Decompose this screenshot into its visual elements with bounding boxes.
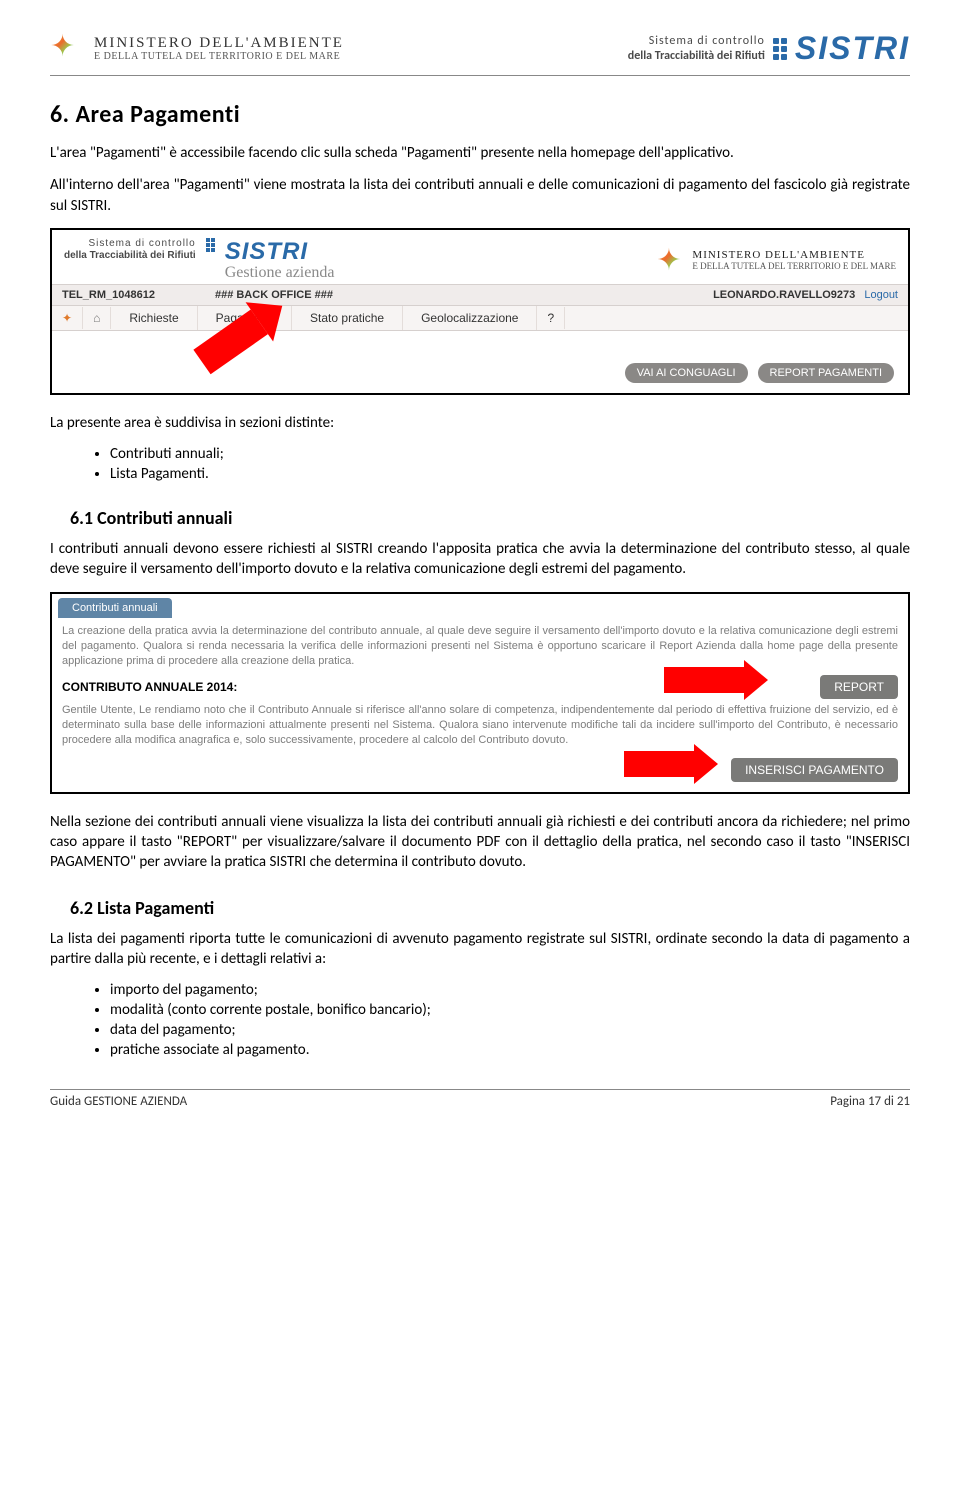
screenshot-contributi-panel: Contributi annuali La creazione della pr… [50, 592, 910, 794]
bullets-sections: Contributi annuali; Lista Pagamenti. [110, 445, 910, 483]
shot1-info-bar: TEL_RM_1048612 ### BACK OFFICE ### LEONA… [52, 284, 908, 306]
bullet-item: importo del pagamento; [110, 981, 910, 999]
bullet-item: Lista Pagamenti. [110, 465, 910, 483]
shot1-tag-l1: Sistema di controllo [64, 238, 196, 250]
footer-right: Pagina 17 di 21 [830, 1094, 910, 1109]
shot1-dots-icon [206, 238, 215, 252]
panel-para2: Gentile Utente, Le rendiamo noto che il … [62, 703, 898, 748]
sub2-p: La lista dei pagamenti riporta tutte le … [50, 929, 910, 970]
shot1-star-icon [656, 246, 684, 274]
shot1-brand-sub: Gestione azienda [225, 264, 335, 282]
sub2-title: 6.2 Lista Pagamenti [70, 897, 910, 919]
sistri-dots-icon [773, 38, 787, 60]
nav-stato-pratiche[interactable]: Stato pratiche [292, 306, 403, 330]
shot1-brand: Sistema di controllo della Tracciabilità… [64, 238, 334, 282]
section-p3-intro: La presente area è suddivisa in sezioni … [50, 413, 910, 433]
after-shot2-p: Nella sezione dei contributi annuali vie… [50, 812, 910, 873]
logout-link[interactable]: Logout [864, 289, 898, 301]
shot1-user: LEONARDO.RAVELLO9273 [713, 289, 855, 301]
shot1-ministry: MINISTERO DELL'AMBIENTE E DELLA TUTELA D… [656, 246, 896, 274]
panel-tab[interactable]: Contributi annuali [58, 598, 172, 619]
shot1-ministry-l1: MINISTERO DELL'AMBIENTE [692, 249, 896, 261]
shot1-tag-l2: della Tracciabilità dei Rifiuti [64, 250, 196, 262]
star-logo-icon [50, 32, 84, 66]
nav-home-icon[interactable]: ⌂ [83, 307, 111, 329]
ministry-block: MINISTERO DELL'AMBIENTE E DELLA TUTELA D… [50, 32, 344, 66]
year-label: CONTRIBUTO ANNUALE 2014: [62, 679, 237, 695]
doc-header: MINISTERO DELL'AMBIENTE E DELLA TUTELA D… [50, 30, 910, 76]
btn-report-pagamenti[interactable]: REPORT PAGAMENTI [758, 363, 894, 383]
red-arrow-inserisci-icon [624, 744, 718, 784]
panel-para1: La creazione della pratica avvia la dete… [62, 624, 898, 669]
sub1-title: 6.1 Contributi annuali [70, 507, 910, 529]
sistri-logo: SISTRI [795, 30, 910, 67]
shot1-tel: TEL_RM_1048612 [62, 289, 155, 301]
btn-vai-conguagli[interactable]: VAI AI CONGUAGLI [625, 363, 748, 383]
nav-richieste[interactable]: Richieste [111, 306, 197, 330]
bullet-item: pratiche associate al pagamento. [110, 1041, 910, 1059]
sistri-block: Sistema di controllo della Tracciabilità… [628, 30, 910, 67]
nav-geolocalizzazione[interactable]: Geolocalizzazione [403, 306, 537, 330]
shot1-ministry-l2: E DELLA TUTELA DEL TERRITORIO E DEL MARE [692, 261, 896, 271]
bullet-item: data del pagamento; [110, 1021, 910, 1039]
bullets-fields: importo del pagamento; modalità (conto c… [110, 981, 910, 1059]
sistri-tag-l1: Sistema di controllo [628, 34, 765, 48]
ministry-line2: E DELLA TUTELA DEL TERRITORIO E DEL MARE [94, 51, 344, 62]
bullet-item: modalità (conto corrente postale, bonifi… [110, 1001, 910, 1019]
section-p1: L'area "Pagamenti" è accessibile facendo… [50, 143, 910, 163]
ministry-line1: MINISTERO DELL'AMBIENTE [94, 35, 344, 52]
footer-left: Guida GESTIONE AZIENDA [50, 1094, 187, 1109]
red-arrow-icon [202, 338, 300, 386]
sistri-tag-l2: della Tracciabilità dei Rifiuti [628, 49, 765, 63]
bullet-item: Contributi annuali; [110, 445, 910, 463]
doc-footer: Guida GESTIONE AZIENDA Pagina 17 di 21 [50, 1089, 910, 1109]
btn-report[interactable]: REPORT [820, 675, 898, 699]
btn-inserisci-pagamento[interactable]: INSERISCI PAGAMENTO [731, 758, 898, 782]
red-arrow-report-icon [664, 660, 768, 700]
section-p2: All'interno dell'area "Pagamenti" viene … [50, 175, 910, 216]
sub1-p: I contributi annuali devono essere richi… [50, 539, 910, 580]
nav-star-icon[interactable]: ✦ [52, 307, 83, 329]
shot1-nav-bar: ✦ ⌂ Richieste Pagamenti Stato pratiche G… [52, 306, 908, 331]
shot1-brand-logo: SISTRI [225, 238, 335, 266]
section-title: 6. Area Pagamenti [50, 100, 910, 129]
screenshot-app-nav: Sistema di controllo della Tracciabilità… [50, 228, 910, 395]
nav-help-icon[interactable]: ? [537, 307, 565, 329]
